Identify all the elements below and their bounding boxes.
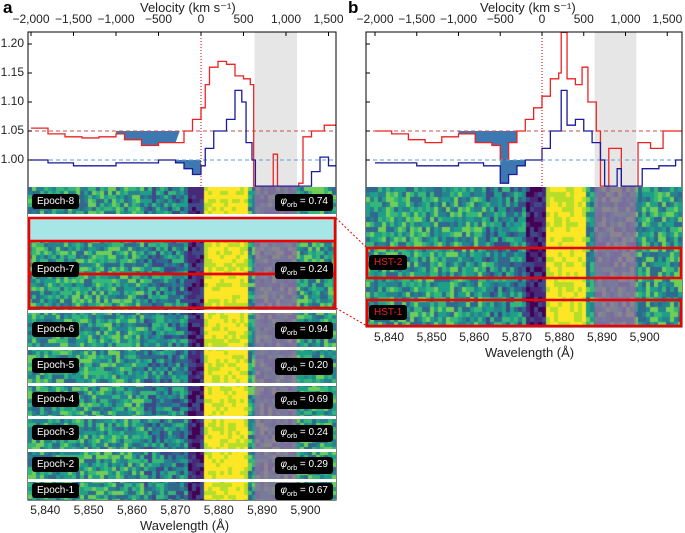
velocity-tick-label: 500 xyxy=(573,12,594,26)
hst-label: HST-2 xyxy=(369,255,408,270)
phase-value: = 0.29 xyxy=(299,459,328,470)
orb-subscript: orb xyxy=(287,330,298,337)
wavelength-axis-label-a: Wavelength (Å) xyxy=(140,518,230,533)
phase-value: = 0.20 xyxy=(299,359,328,371)
orbital-phase-label: φorb = 0.24 xyxy=(275,262,333,279)
orb-subscript: orb xyxy=(287,201,298,209)
wavelength-axis-label-b: Wavelength (Å) xyxy=(485,345,575,360)
orbital-phase-label: φorb = 0.20 xyxy=(275,357,333,375)
velocity-tick-label: 1,000 xyxy=(610,12,641,26)
phi-symbol: φ xyxy=(280,459,287,470)
velocity-tick-label: 1,000 xyxy=(270,12,302,26)
wavelength-tick-label: 5,850 xyxy=(416,330,447,344)
phi-symbol: φ xyxy=(280,324,287,335)
spectrum-line-red xyxy=(375,32,682,187)
wavelength-tick-label: 5,900 xyxy=(290,503,321,517)
velocity-tick-label: 1,500 xyxy=(652,12,683,26)
flux-tick-label: 1.10 xyxy=(0,94,24,108)
masked-band xyxy=(254,32,298,187)
flux-tick-label: 1.00 xyxy=(0,152,24,166)
epoch-label: Epoch-3 xyxy=(32,425,80,440)
phase-value: = 0.67 xyxy=(299,484,328,496)
velocity-tick-label: −1,000 xyxy=(439,12,478,26)
flux-tick-label: 1.20 xyxy=(0,36,24,50)
wavelength-tick-label: 5,840 xyxy=(30,503,61,517)
wavelength-tick-label: 5,870 xyxy=(501,330,532,344)
velocity-tick-label: 500 xyxy=(233,12,254,26)
phi-symbol: φ xyxy=(280,393,287,405)
panel-label-b: b xyxy=(348,0,359,17)
wavelength-tick-label: 5,900 xyxy=(629,330,660,344)
spectrum-line-blue xyxy=(31,89,336,187)
spectrum-line-blue xyxy=(375,89,682,187)
phase-value: = 0.24 xyxy=(299,427,328,438)
velocity-tick-label: −2,000 xyxy=(12,12,50,26)
epoch-label: Epoch-6 xyxy=(32,322,80,337)
absorption-fill-red xyxy=(458,131,522,160)
absorption-fill-blue xyxy=(171,160,201,175)
wavelength-tick-label: 5,840 xyxy=(374,330,405,344)
orbital-phase-label: φorb = 0.69 xyxy=(275,391,333,409)
wavelength-tick-label: 5,850 xyxy=(73,503,104,517)
velocity-tick-label: 0 xyxy=(538,12,546,26)
velocity-axis-label-b: Velocity (km s⁻¹) xyxy=(480,0,576,15)
phi-symbol: φ xyxy=(280,264,287,275)
velocity-axis-label-a: Velocity (km s⁻¹) xyxy=(140,0,236,15)
heatmap-b xyxy=(366,187,682,327)
wavelength-tick-label: 5,890 xyxy=(247,503,278,517)
orbital-phase-label: φorb = 0.24 xyxy=(275,425,333,442)
velocity-tick-label: −1,500 xyxy=(54,12,93,26)
orbital-phase-label: φorb = 0.29 xyxy=(275,457,333,474)
wavelength-tick-label: 5,880 xyxy=(544,330,575,344)
hst-label: HST-1 xyxy=(369,305,408,320)
velocity-tick-label: −1,500 xyxy=(398,12,436,26)
orb-subscript: orb xyxy=(287,365,298,373)
orb-subscript: orb xyxy=(287,399,298,407)
wavelength-tick-label: 5,890 xyxy=(587,330,618,344)
masked-band xyxy=(594,32,637,187)
phi-symbol: φ xyxy=(280,484,287,496)
orb-subscript: orb xyxy=(287,270,298,277)
wavelength-tick-label: 5,860 xyxy=(459,330,490,344)
flux-tick-label: 1.05 xyxy=(0,123,24,137)
velocity-tick-label: −2,000 xyxy=(356,12,394,26)
epoch-label: Epoch-4 xyxy=(32,391,80,407)
plot-area xyxy=(366,32,682,187)
flux-tick-label: 1.15 xyxy=(0,65,24,79)
epoch-label: Epoch-2 xyxy=(32,457,80,472)
epoch-label: Epoch-8 xyxy=(32,193,80,209)
phi-symbol: φ xyxy=(280,195,287,207)
orb-subscript: orb xyxy=(287,433,298,440)
phase-value: = 0.94 xyxy=(299,324,328,335)
plot-area xyxy=(28,32,336,187)
wavelength-tick-label: 5,880 xyxy=(203,503,234,517)
orbital-phase-label: φorb = 0.67 xyxy=(275,482,333,500)
epoch-label: Epoch-1 xyxy=(32,482,80,498)
wavelength-tick-label: 5,860 xyxy=(117,503,148,517)
velocity-tick-label: −500 xyxy=(144,12,173,26)
velocity-tick-label: −500 xyxy=(486,12,514,26)
velocity-tick-label: 0 xyxy=(197,12,205,26)
orb-subscript: orb xyxy=(287,490,298,498)
orbital-phase-label: φorb = 0.94 xyxy=(275,322,333,339)
wavelength-tick-label: 5,870 xyxy=(160,503,191,517)
orb-subscript: orb xyxy=(287,465,298,472)
epoch-label: Epoch-7 xyxy=(32,262,80,277)
velocity-tick-label: −1,000 xyxy=(97,12,135,26)
phase-value: = 0.74 xyxy=(299,195,328,207)
absorption-fill-red xyxy=(116,131,180,146)
orbital-phase-label: φorb = 0.74 xyxy=(275,193,333,211)
phi-symbol: φ xyxy=(280,359,287,371)
heatmap-a xyxy=(28,187,336,500)
phase-value: = 0.69 xyxy=(299,393,328,405)
velocity-tick-label: 1,500 xyxy=(313,12,344,26)
phase-value: = 0.24 xyxy=(299,264,328,275)
panel-label-a: a xyxy=(3,0,13,17)
epoch-label: Epoch-5 xyxy=(32,357,80,373)
phi-symbol: φ xyxy=(280,427,287,438)
